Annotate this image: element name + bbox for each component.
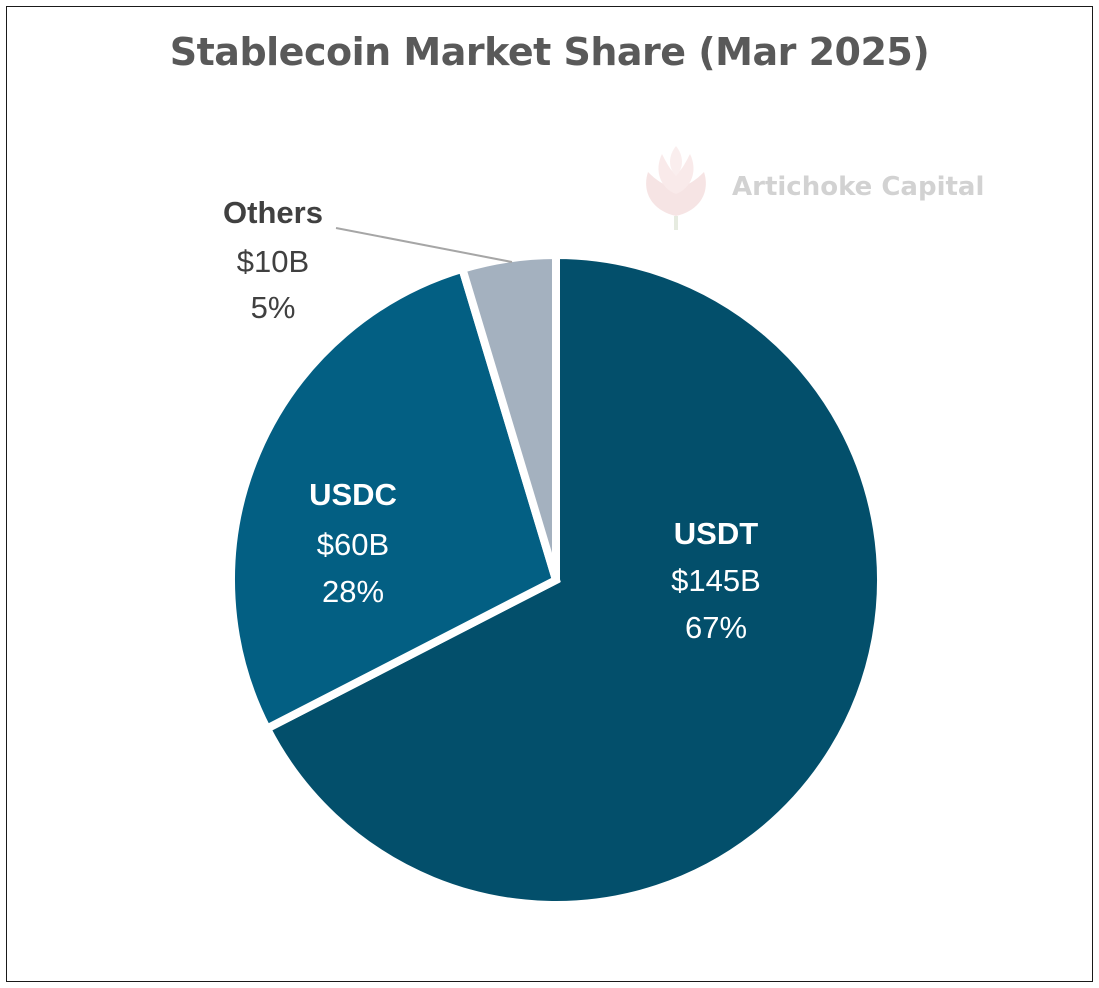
slice-label-percent-usdc: 28% — [322, 574, 384, 609]
slice-label-value-others: $10B — [237, 244, 309, 279]
slice-label-value-usdt: $145B — [671, 563, 761, 598]
artichoke-logo-icon — [646, 146, 706, 230]
chart-title: Stablecoin Market Share (Mar 2025) — [169, 30, 930, 74]
pie-slice-others — [457, 250, 560, 582]
watermark-text: Artichoke Capital — [732, 172, 985, 202]
slice-label-name-others: Others — [223, 195, 323, 230]
slice-label-name-usdt: USDT — [674, 516, 758, 551]
pie-slice-usdt — [261, 250, 885, 909]
slice-label-name-usdc: USDC — [309, 477, 397, 512]
pie-slices — [227, 250, 885, 909]
slice-label-percent-usdt: 67% — [685, 610, 747, 645]
pie-labels: USDT $145B 67% USDC $60B 28% Others $10B… — [223, 195, 761, 645]
pie-slice-usdc — [227, 263, 561, 734]
slice-label-value-usdc: $60B — [317, 527, 389, 562]
slice-label-percent-others: 5% — [251, 290, 296, 325]
others-leader-line — [335, 227, 513, 263]
